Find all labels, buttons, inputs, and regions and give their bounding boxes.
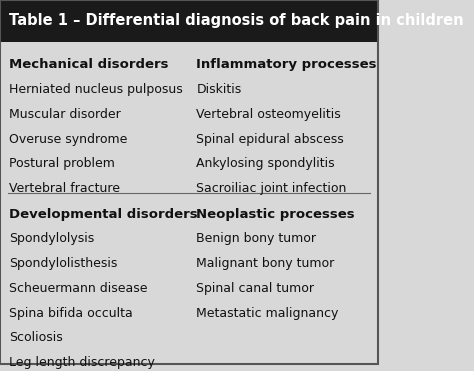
Text: Mechanical disorders: Mechanical disorders bbox=[9, 58, 169, 71]
Text: Spinal canal tumor: Spinal canal tumor bbox=[196, 282, 314, 295]
Text: Sacroiliac joint infection: Sacroiliac joint infection bbox=[196, 182, 346, 195]
Text: Metastatic malignancy: Metastatic malignancy bbox=[196, 307, 339, 320]
Text: Postural problem: Postural problem bbox=[9, 157, 115, 170]
Text: Overuse syndrome: Overuse syndrome bbox=[9, 132, 128, 145]
Text: Inflammatory processes: Inflammatory processes bbox=[196, 58, 377, 71]
Text: Spinal epidural abscess: Spinal epidural abscess bbox=[196, 132, 344, 145]
Text: Vertebral fracture: Vertebral fracture bbox=[9, 182, 120, 195]
Text: Spina bifida occulta: Spina bifida occulta bbox=[9, 307, 133, 320]
Text: Neoplastic processes: Neoplastic processes bbox=[196, 208, 355, 221]
Text: Muscular disorder: Muscular disorder bbox=[9, 108, 121, 121]
Text: Diskitis: Diskitis bbox=[196, 83, 242, 96]
Text: Developmental disorders: Developmental disorders bbox=[9, 208, 198, 221]
Text: Leg length discrepancy: Leg length discrepancy bbox=[9, 356, 155, 369]
Text: Vertebral osteomyelitis: Vertebral osteomyelitis bbox=[196, 108, 341, 121]
Text: Table 1 – Differential diagnosis of back pain in children: Table 1 – Differential diagnosis of back… bbox=[9, 13, 464, 29]
Text: Scoliosis: Scoliosis bbox=[9, 332, 63, 345]
FancyBboxPatch shape bbox=[0, 0, 378, 42]
Text: Scheuermann disease: Scheuermann disease bbox=[9, 282, 148, 295]
Text: Ankylosing spondylitis: Ankylosing spondylitis bbox=[196, 157, 335, 170]
Text: Malignant bony tumor: Malignant bony tumor bbox=[196, 257, 335, 270]
Text: Spondylolysis: Spondylolysis bbox=[9, 232, 95, 245]
Text: Herniated nucleus pulposus: Herniated nucleus pulposus bbox=[9, 83, 183, 96]
Text: Spondylolisthesis: Spondylolisthesis bbox=[9, 257, 118, 270]
Text: Benign bony tumor: Benign bony tumor bbox=[196, 232, 316, 245]
